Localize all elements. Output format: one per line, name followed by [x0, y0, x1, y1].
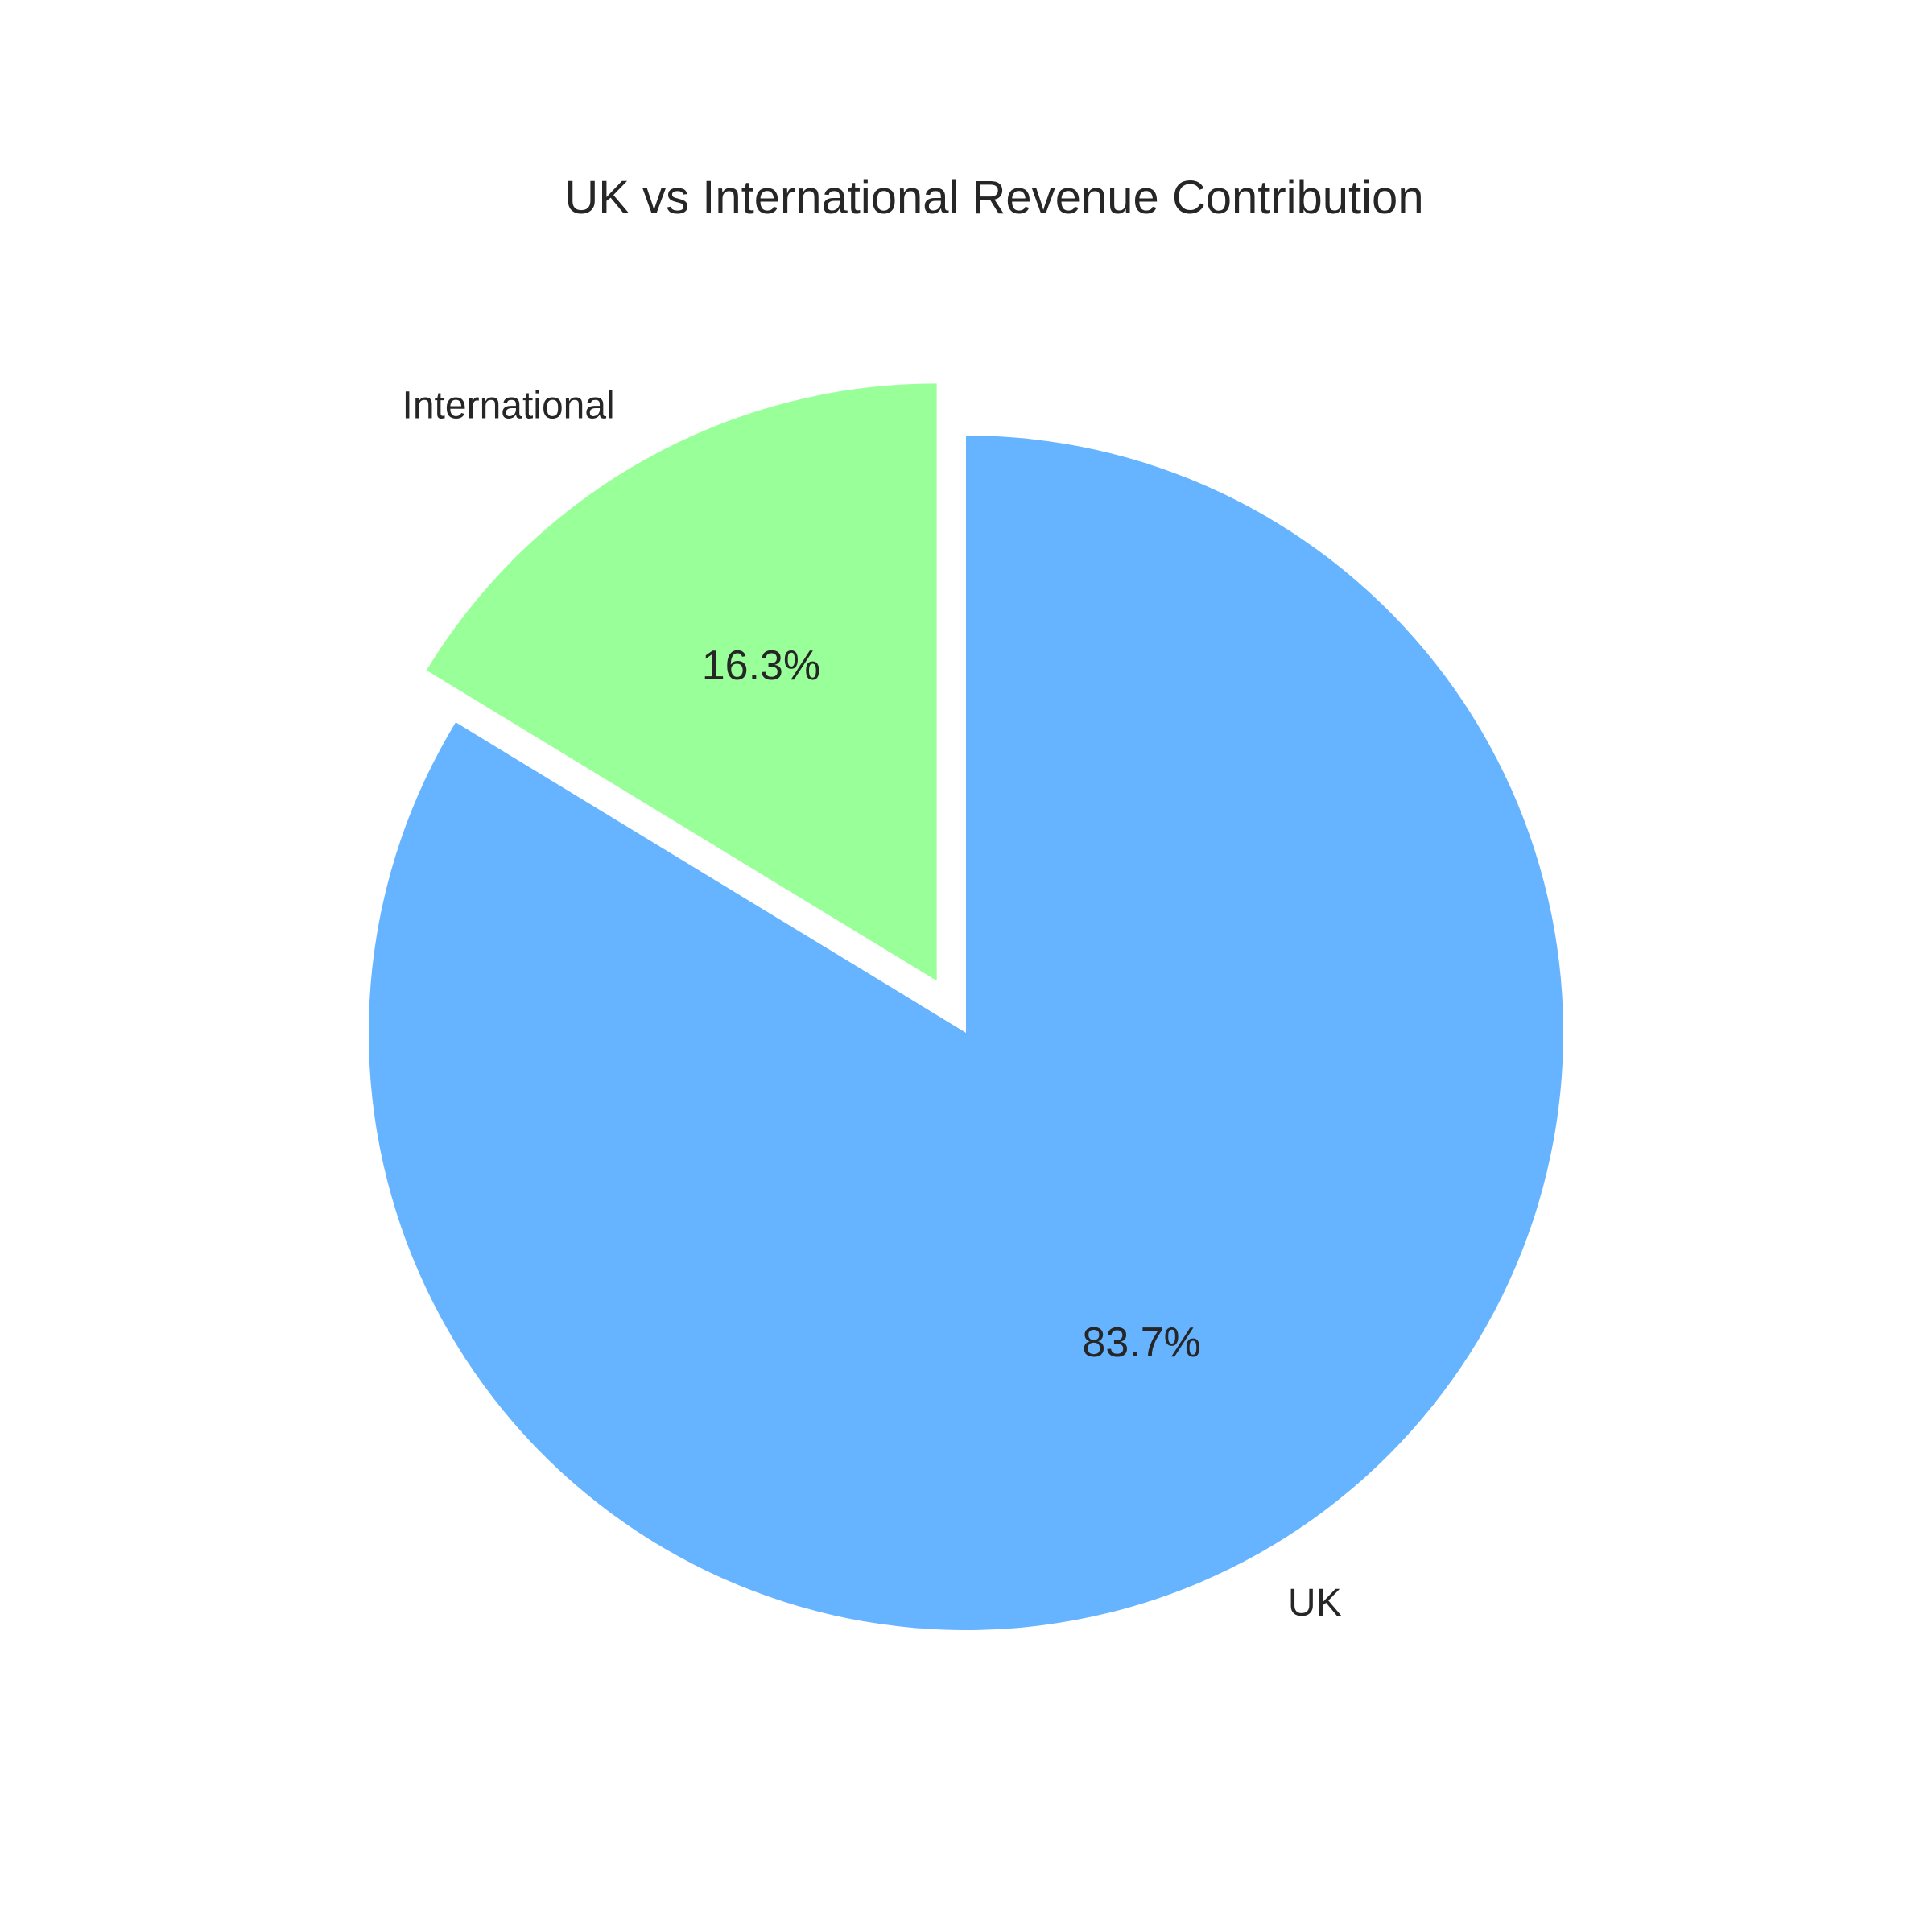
- pie-slice-international: [426, 383, 937, 981]
- slice-percent-uk: 83.7%: [1082, 1319, 1200, 1366]
- pie-slices: [369, 383, 1564, 1630]
- pie-slice-uk: [369, 436, 1564, 1630]
- pie-labels: UK 83.7% International 16.3%: [402, 384, 1342, 1624]
- slice-label-uk: UK: [1288, 1582, 1342, 1624]
- slice-percent-international: 16.3%: [702, 642, 820, 689]
- chart-title: UK vs International Revenue Contribution: [564, 171, 1423, 224]
- slice-label-international: International: [402, 384, 615, 427]
